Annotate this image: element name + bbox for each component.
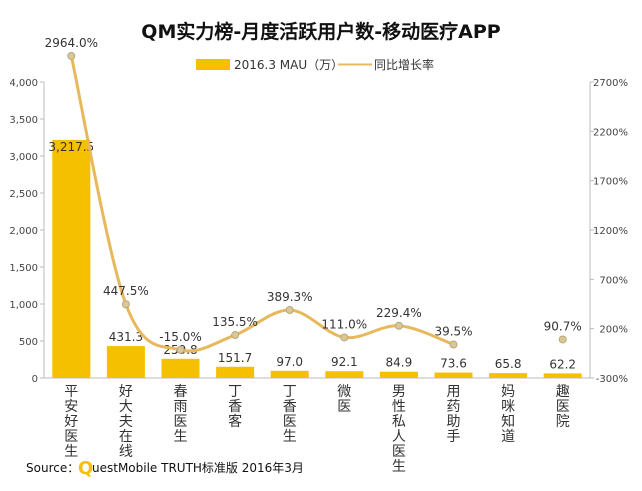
growth-value-label: 111.0% [321,317,367,331]
category-label: 好大夫在线 [119,384,133,460]
bar-value-label: 97.0 [276,355,303,369]
growth-value-label: -15.0% [159,330,201,344]
bar-value-label: 62.2 [549,357,576,371]
category-label: 平安好医生 [64,384,78,460]
growth-point [121,300,130,309]
legend-bar-label: 2016.3 MAU（万） [234,58,343,72]
left-tick-label: 4,000 [9,78,38,89]
right-tick-label: 2700% [593,78,628,89]
bar [270,370,309,378]
left-tick-label: 3,500 [9,115,38,126]
category-label: 男性私人医生 [392,384,406,475]
bar [434,372,473,378]
right-tick-label: 200% [599,325,628,336]
bar-value-label: 65.8 [495,357,522,371]
growth-value-label: 229.4% [376,306,422,320]
legend: 2016.3 MAU（万） 同比增长率 [196,57,434,72]
category-label: 用药助手 [447,384,461,445]
growth-value-label: 2964.0% [45,36,98,50]
legend-bar-swatch [196,59,230,70]
growth-point [394,321,403,330]
left-tick-label: 1,000 [9,300,38,311]
growth-point [285,305,294,314]
growth-point [176,345,185,354]
axes: 0 500 1,000 1,500 2,000 2,500 3,000 3,500 4,000 -… [9,78,628,385]
bar-value-label: 151.7 [218,351,252,365]
growth-point [558,335,567,344]
left-tick-label: 2,000 [9,226,38,237]
growth-point [231,331,240,340]
source-text: uestMobile TRUTH标准版 2016年3月 [92,461,304,475]
left-tick-label: 500 [19,337,38,348]
category-label: 丁香医生 [283,384,297,445]
growth-value-label: 447.5% [103,284,149,298]
bar-value-label: 92.1 [331,355,358,369]
source-note: Source： Q uestMobile TRUTH标准版 2016年3月 [26,458,304,479]
source-prefix: Source： [26,461,79,475]
category-label: 春雨医生 [174,384,188,445]
bar [216,366,255,378]
bar [379,371,418,378]
growth-point [449,340,458,349]
growth-value-label: 389.3% [267,290,313,304]
right-tick-label: 1200% [593,226,628,237]
category-label: 微医 [337,384,351,415]
chart-title: QM实力榜-月度活跃用户数-移动医疗APP [141,20,500,43]
right-tick-label: 700% [599,275,628,286]
left-tick-label: 0 [32,374,38,385]
growth-line-series: 2964.0% 447.5% -15.0% 135.5% 389.3% 111.0% 229… [45,36,582,354]
legend-line-label: 同比增长率 [374,57,434,72]
left-tick-label: 3,000 [9,152,38,163]
questmobile-logo: Q [78,458,93,479]
bar-value-label: 73.6 [440,357,467,371]
bar-value-label: 431.3 [109,330,143,344]
category-label: 妈咪知道 [501,384,515,445]
growth-point [67,51,76,60]
growth-value-label: 90.7% [544,319,582,333]
category-label: 丁香客 [228,384,242,430]
bars: 3,217.5431.3259.8151.797.092.184.973.665… [48,139,582,378]
growth-value-label: 135.5% [212,315,258,329]
bar [325,371,364,378]
bar [543,373,582,378]
bar [489,373,528,378]
left-tick-label: 2,500 [9,189,38,200]
right-tick-label: -300% [596,374,628,385]
category-label: 趣医院 [556,384,570,430]
bar [106,346,145,378]
right-tick-label: 1700% [593,177,628,188]
bar-value-label: 3,217.5 [48,140,94,154]
bar [161,358,200,378]
category-labels: 平安好医生 好大夫在线 春雨医生 丁香客 丁香医生 微医 男性私人医生 用药助手 妈咪知道 趣医院 [64,384,569,475]
left-tick-label: 1,500 [9,263,38,274]
bar [52,139,91,378]
growth-value-label: 39.5% [434,325,472,339]
bar-value-label: 84.9 [386,356,413,370]
growth-point [340,333,349,342]
right-tick-label: 2200% [593,127,628,138]
